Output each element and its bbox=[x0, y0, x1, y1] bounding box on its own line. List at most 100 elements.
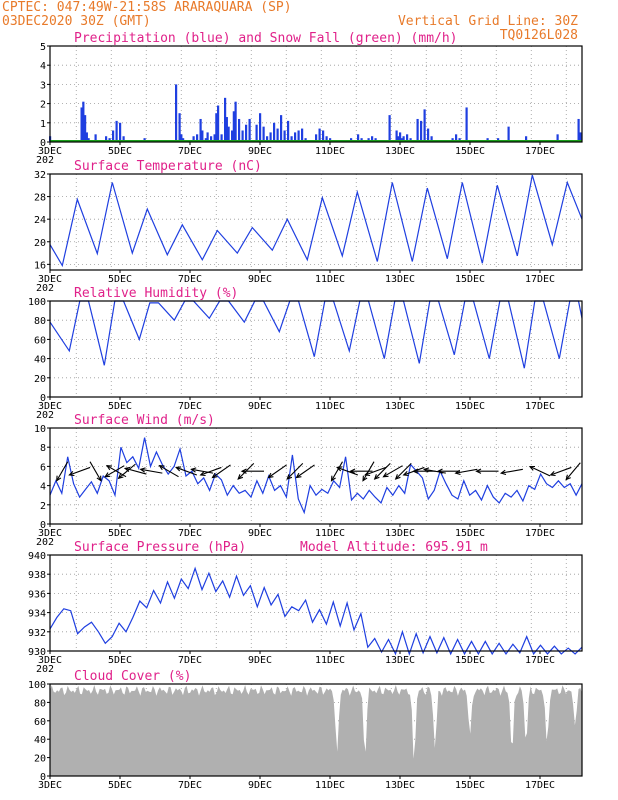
x-tick-label: 15DEC bbox=[455, 401, 485, 412]
precip-bar bbox=[119, 122, 122, 142]
panel-title: Precipitation (blue) and Snow Fall (gree… bbox=[74, 31, 458, 46]
wind-arrow-head bbox=[373, 474, 380, 480]
panel-frame bbox=[49, 554, 583, 652]
precip-bar bbox=[315, 134, 318, 142]
wind-arrow bbox=[382, 465, 403, 478]
x-tick-label: 7DEC bbox=[178, 274, 202, 285]
precip-bar bbox=[241, 130, 244, 142]
wind-arrow-head bbox=[267, 472, 274, 479]
wind-arrow-shaft bbox=[362, 461, 375, 482]
wind-arrow bbox=[117, 463, 136, 480]
y-tick-label: 40 bbox=[34, 355, 46, 366]
wind-arrow-shaft bbox=[286, 463, 304, 480]
precip-bar bbox=[577, 118, 580, 142]
wind-arrow bbox=[436, 468, 460, 474]
wind-arrow-shaft bbox=[550, 466, 572, 476]
wind-arrow bbox=[286, 463, 304, 480]
run-date: 03DEC2020 30Z (GMT) bbox=[2, 14, 151, 29]
wind-arrow-shaft bbox=[56, 461, 69, 482]
precip-bar bbox=[399, 132, 402, 142]
y-tick-label: 60 bbox=[34, 335, 46, 346]
grid-line-note: Vertical Grid Line: 30Z bbox=[398, 14, 578, 29]
wind-arrow-shaft bbox=[212, 464, 231, 478]
x-tick-label: 11DEC bbox=[315, 401, 345, 412]
precip-bar bbox=[294, 132, 297, 142]
wind-arrow bbox=[211, 464, 231, 479]
panel-frame bbox=[49, 300, 583, 398]
x-tick-label: 7DEC bbox=[178, 401, 202, 412]
wind-arrow-shaft bbox=[159, 465, 179, 478]
x-tick-label: 15DEC bbox=[455, 655, 485, 666]
wind-arrow bbox=[373, 463, 391, 480]
panel-title: Relative Humidity (%) bbox=[74, 286, 238, 301]
precip-bar bbox=[287, 120, 290, 142]
x-tick-label: 13DEC bbox=[385, 146, 415, 157]
y-tick-label: 2 bbox=[40, 501, 46, 512]
wind-arrow-head bbox=[158, 465, 165, 471]
wind-arrow-head bbox=[412, 468, 419, 474]
precip-bar bbox=[234, 101, 237, 142]
wind-arrow-shaft bbox=[331, 461, 343, 482]
precip-bar bbox=[84, 115, 87, 142]
x-tick-label: 9DEC bbox=[248, 780, 272, 791]
x-tick-label: 13DEC bbox=[385, 780, 415, 791]
wind-arrow bbox=[158, 465, 179, 478]
y-tick-label: 20 bbox=[34, 374, 46, 385]
wind-arrow-head bbox=[139, 467, 146, 473]
x-tick-label: 3DEC bbox=[38, 401, 62, 412]
y-tick-label: 80 bbox=[34, 698, 46, 709]
precip-bar bbox=[232, 111, 235, 142]
x-year-stub: 202 bbox=[36, 283, 54, 294]
precip-bar bbox=[262, 126, 265, 142]
wind-arrow-shaft bbox=[200, 466, 222, 476]
y-tick-label: 930 bbox=[28, 647, 46, 658]
precip-bar bbox=[196, 134, 199, 142]
precip-bar bbox=[217, 105, 220, 142]
x-tick-label: 13DEC bbox=[385, 401, 415, 412]
precip-bar bbox=[416, 118, 419, 142]
wind-arrow-shaft bbox=[124, 467, 147, 475]
y-tick-label: 20 bbox=[34, 754, 46, 765]
wind-arrow bbox=[422, 467, 446, 474]
precip-bar bbox=[248, 118, 251, 142]
x-tick-label: 7DEC bbox=[178, 780, 202, 791]
x-tick-label: 15DEC bbox=[455, 146, 485, 157]
wind-arrow-head bbox=[336, 466, 343, 472]
x-tick-label: 3DEC bbox=[38, 655, 62, 666]
x-tick-label: 11DEC bbox=[315, 655, 345, 666]
y-tick-label: 80 bbox=[34, 316, 46, 327]
precip-bar bbox=[180, 134, 183, 142]
panels: 0 1 2 3 4 5 3DEC 5DEC 7DEC 9DEC 11DEC 13DEC 15DEC 17D… bbox=[28, 31, 583, 791]
panel-annotation: Model Altitude: 695.91 m bbox=[300, 540, 488, 555]
x-tick-label: 13DEC bbox=[385, 655, 415, 666]
precip-bar bbox=[178, 113, 181, 142]
y-tick-label: 28 bbox=[34, 193, 46, 204]
x-tick-label: 15DEC bbox=[455, 274, 485, 285]
wind-arrow-head bbox=[330, 475, 336, 482]
wind-arrow-head bbox=[96, 475, 102, 482]
precip-bar bbox=[280, 115, 283, 142]
panel-title: Surface Pressure (hPa) bbox=[74, 540, 246, 555]
y-tick-label: 4 bbox=[40, 482, 46, 493]
precip-bar bbox=[395, 130, 398, 142]
wind-arrow-head bbox=[549, 471, 556, 477]
panel-5: 930 932 934 936 938 940 3DEC 5DEC 7DEC 9DEC 11DEC 1… bbox=[28, 540, 583, 675]
wind-arrow-head bbox=[211, 472, 218, 479]
wind-arrow bbox=[330, 461, 343, 482]
x-tick-label: 5DEC bbox=[108, 146, 132, 157]
wind-arrow-head bbox=[402, 471, 409, 477]
wind-arrow-shaft bbox=[424, 468, 446, 474]
wind-arrow-head bbox=[117, 473, 124, 480]
x-tick-label: 5DEC bbox=[108, 655, 132, 666]
x-tick-label: 5DEC bbox=[108, 528, 132, 539]
x-tick-label: 17DEC bbox=[525, 780, 555, 791]
wind-arrow-head bbox=[199, 471, 206, 477]
wind-arrow bbox=[139, 467, 163, 474]
wind-arrow-shaft bbox=[140, 468, 163, 474]
precip-bar bbox=[525, 136, 528, 142]
wind-arrow-shaft bbox=[89, 461, 102, 482]
wind-arrow bbox=[240, 468, 264, 474]
precip-bar bbox=[269, 132, 272, 142]
x-year-stub: 202 bbox=[36, 537, 54, 548]
